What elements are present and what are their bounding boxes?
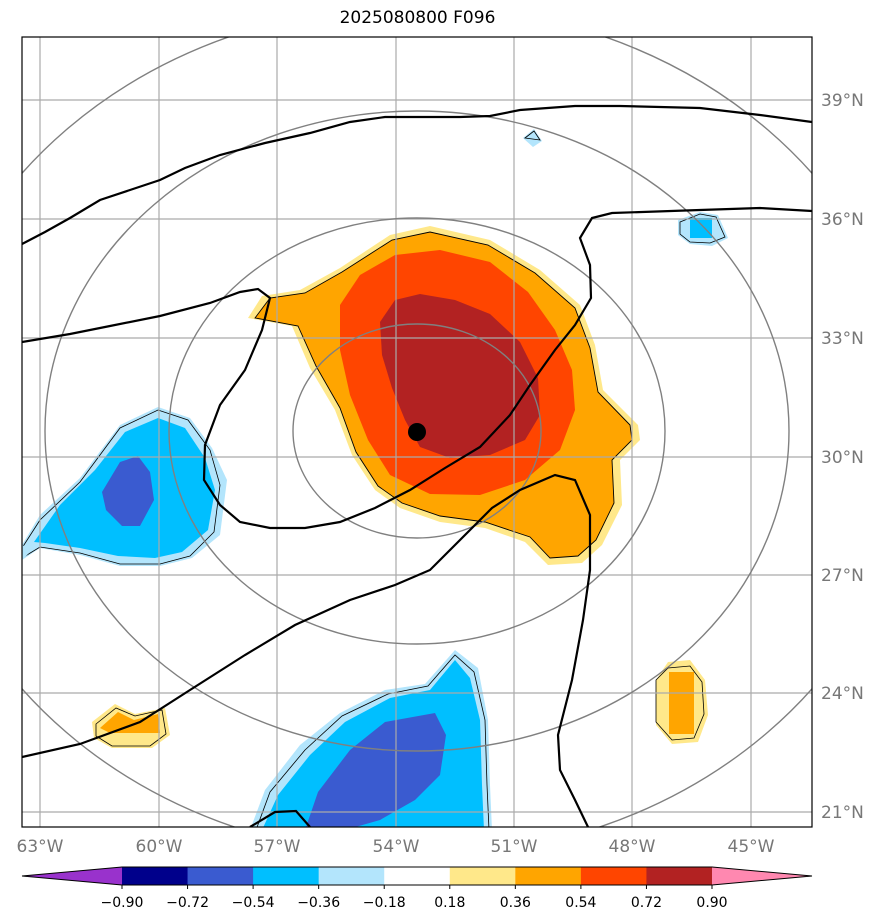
storm-center-marker <box>408 423 426 441</box>
colorbar-segment <box>384 867 451 885</box>
map-plot-area <box>22 37 812 827</box>
colorbar-segment <box>253 867 320 885</box>
colorbar-tick-label: −0.18 <box>363 895 406 911</box>
lat-label: 24°N <box>821 684 864 704</box>
negative-anomaly-northeast <box>523 129 728 246</box>
colorbar-segment <box>122 867 189 885</box>
plot-frame <box>21 36 813 828</box>
map-title: 2025080800 F096 <box>339 8 496 28</box>
colorbar-extend-max <box>712 867 812 885</box>
latitude-labels: 39°N 36°N 33°N 30°N 27°N 24°N 21°N <box>821 91 864 823</box>
colorbar-tick-label: 0.90 <box>696 895 727 911</box>
colorbar-tick-label: −0.36 <box>297 895 340 911</box>
lon-label: 60°W <box>136 837 183 857</box>
graticule <box>22 37 812 827</box>
lat-label: 27°N <box>821 566 864 586</box>
colorbar-tick-label: −0.54 <box>232 895 275 911</box>
longitude-labels: 63°W 60°W 57°W 54°W 51°W 48°W 45°W <box>17 837 775 857</box>
range-rings <box>22 37 812 827</box>
contour-lines <box>22 104 812 827</box>
negative-anomaly-edge <box>22 545 32 560</box>
colorbar-segment <box>318 867 385 885</box>
lon-label: 63°W <box>17 837 64 857</box>
positive-anomaly-southeast <box>655 660 708 744</box>
lat-label: 39°N <box>821 91 864 111</box>
negative-anomaly-south <box>251 650 492 827</box>
colorbar: −0.90 −0.72 −0.54 −0.36 −0.18 0.18 0.36 0.54 0.7… <box>21 866 813 911</box>
colorbar-segment <box>187 867 254 885</box>
lat-label: 30°N <box>821 448 864 468</box>
lon-label: 48°W <box>609 837 656 857</box>
lat-label: 21°N <box>821 803 864 823</box>
colorbar-tick-label: −0.72 <box>166 895 209 911</box>
colorbar-tick-label: 0.54 <box>565 895 596 911</box>
lat-label: 33°N <box>821 329 864 349</box>
colorbar-tick-label: −0.90 <box>101 895 144 911</box>
colorbar-segment <box>449 867 516 885</box>
colorbar-segment <box>515 867 582 885</box>
colorbar-tick-label: 0.18 <box>434 895 465 911</box>
colorbar-segment <box>646 867 713 885</box>
lon-label: 51°W <box>491 837 538 857</box>
colorbar-segment <box>580 867 647 885</box>
colorbar-tick-label: 0.36 <box>500 895 531 911</box>
lon-label: 45°W <box>728 837 775 857</box>
colorbar-tick-label: 0.72 <box>631 895 662 911</box>
lat-label: 36°N <box>821 210 864 230</box>
lon-label: 54°W <box>373 837 420 857</box>
colorbar-extend-min <box>22 867 122 885</box>
negative-anomaly-west <box>22 407 227 566</box>
lon-label: 57°W <box>254 837 301 857</box>
